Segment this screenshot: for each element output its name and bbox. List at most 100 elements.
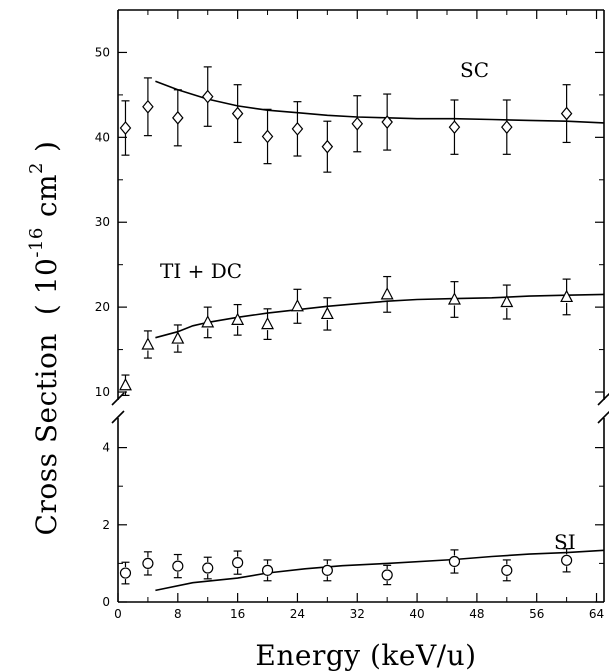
lower-y-tick-label: 2: [102, 518, 110, 532]
data-point-series-1: [447, 281, 461, 318]
fit-curves-group: [155, 80, 605, 592]
data-point-series-0: [321, 120, 334, 173]
marker-circle: [119, 567, 132, 579]
upper-y-tick-label: 40: [95, 130, 110, 144]
marker-triangle: [380, 287, 394, 300]
marker-triangle: [560, 289, 574, 303]
x-tick-label: 8: [174, 607, 182, 621]
data-point-series-0: [560, 84, 573, 144]
data-point-series-1: [290, 288, 304, 324]
data-point-series-1: [380, 275, 394, 313]
marker-circle: [381, 569, 393, 581]
marker-triangle: [231, 312, 245, 325]
upper-y-tick-label: 30: [95, 215, 110, 229]
data-point-series-2: [561, 548, 573, 573]
marker-diamond: [261, 129, 274, 144]
data-point-series-1: [560, 278, 574, 316]
data-point-series-0: [261, 108, 274, 165]
data-points-group: [118, 66, 574, 586]
marker-triangle: [171, 331, 185, 344]
marker-diamond: [501, 120, 513, 135]
marker-circle: [261, 564, 274, 576]
marker-diamond: [142, 99, 154, 114]
marker-circle: [232, 557, 244, 569]
marker-diamond: [201, 89, 214, 104]
y-axis-title-exponent: -16: [26, 227, 47, 258]
marker-diamond: [231, 106, 244, 121]
marker-diamond: [448, 120, 461, 135]
fit-curve-series-1: [155, 293, 605, 339]
y-axis-title-paren-close: ): [30, 141, 63, 152]
x-tick-label: 56: [529, 607, 544, 621]
fit-curve-series-2: [155, 549, 605, 592]
data-point-series-2: [448, 549, 461, 574]
lower-y-tick-label: 4: [102, 441, 110, 455]
upper-y-tick-label: 10: [95, 385, 110, 399]
axis-break-mark-right-2: [597, 410, 609, 424]
x-tick-label: 16: [230, 607, 245, 621]
series-label-ti-dc: TI + DC: [160, 259, 242, 283]
marker-diamond: [381, 115, 393, 129]
data-point-series-2: [321, 559, 333, 582]
marker-circle: [172, 560, 184, 572]
data-point-series-0: [381, 93, 393, 151]
data-point-series-2: [381, 564, 393, 586]
y-axis-title-main: Cross Section: [30, 333, 63, 535]
lower-y-tick-label: 0: [102, 595, 110, 609]
data-point-series-0: [142, 77, 154, 137]
data-point-series-0: [231, 84, 244, 144]
y-axis-title: Cross Section ( 10-16 cm2): [26, 141, 63, 536]
data-point-series-2: [232, 550, 244, 575]
y-axis-title-unit-exponent: 2: [26, 162, 47, 174]
data-point-series-0: [351, 95, 364, 153]
marker-circle: [202, 562, 214, 574]
axis-break-mark-right-1: [597, 392, 609, 406]
data-point-series-2: [172, 553, 184, 579]
marker-triangle: [500, 294, 514, 308]
data-point-series-0: [501, 99, 513, 155]
marker-circle: [501, 564, 513, 576]
data-point-series-0: [291, 101, 304, 157]
x-axis-title: Energy (keV/u): [255, 639, 476, 672]
data-point-series-2: [142, 551, 154, 576]
marker-circle: [142, 557, 154, 570]
x-tick-label: 32: [350, 607, 365, 621]
data-point-series-1: [201, 306, 215, 339]
marker-triangle: [118, 377, 132, 391]
data-point-series-1: [320, 297, 334, 331]
marker-circle: [561, 554, 573, 566]
data-point-series-2: [501, 559, 513, 582]
marker-diamond: [351, 116, 364, 131]
marker-diamond: [291, 121, 304, 136]
marker-triangle: [290, 298, 304, 312]
data-point-series-1: [261, 308, 275, 340]
x-tick-label: 0: [114, 607, 122, 621]
marker-triangle: [201, 315, 215, 328]
marker-triangle: [261, 316, 275, 330]
upper-y-tick-label: 20: [95, 300, 110, 314]
marker-triangle: [141, 337, 155, 350]
data-point-series-2: [119, 561, 132, 585]
x-tick-label: 24: [290, 607, 305, 621]
marker-diamond: [560, 106, 573, 121]
y-axis-title-paren-open: ( 10: [30, 258, 63, 315]
marker-circle: [321, 564, 333, 576]
series-label-sc: SC: [460, 58, 489, 82]
x-tick-label: 48: [469, 607, 484, 621]
plot-frame-group: [111, 9, 609, 603]
data-point-series-1: [118, 374, 132, 397]
marker-diamond: [321, 139, 334, 154]
marker-circle: [448, 555, 461, 568]
axis-break-mark-left-2: [111, 410, 125, 424]
fit-curve-series-0: [155, 80, 605, 124]
marker-diamond: [119, 121, 132, 135]
data-point-series-2: [261, 559, 274, 582]
data-point-series-1: [171, 324, 185, 353]
data-point-series-2: [202, 556, 214, 580]
data-point-series-0: [448, 99, 461, 155]
series-label-si: SI: [554, 530, 576, 554]
data-point-series-0: [172, 89, 184, 147]
y-axis-title-unit: cm: [30, 174, 63, 217]
